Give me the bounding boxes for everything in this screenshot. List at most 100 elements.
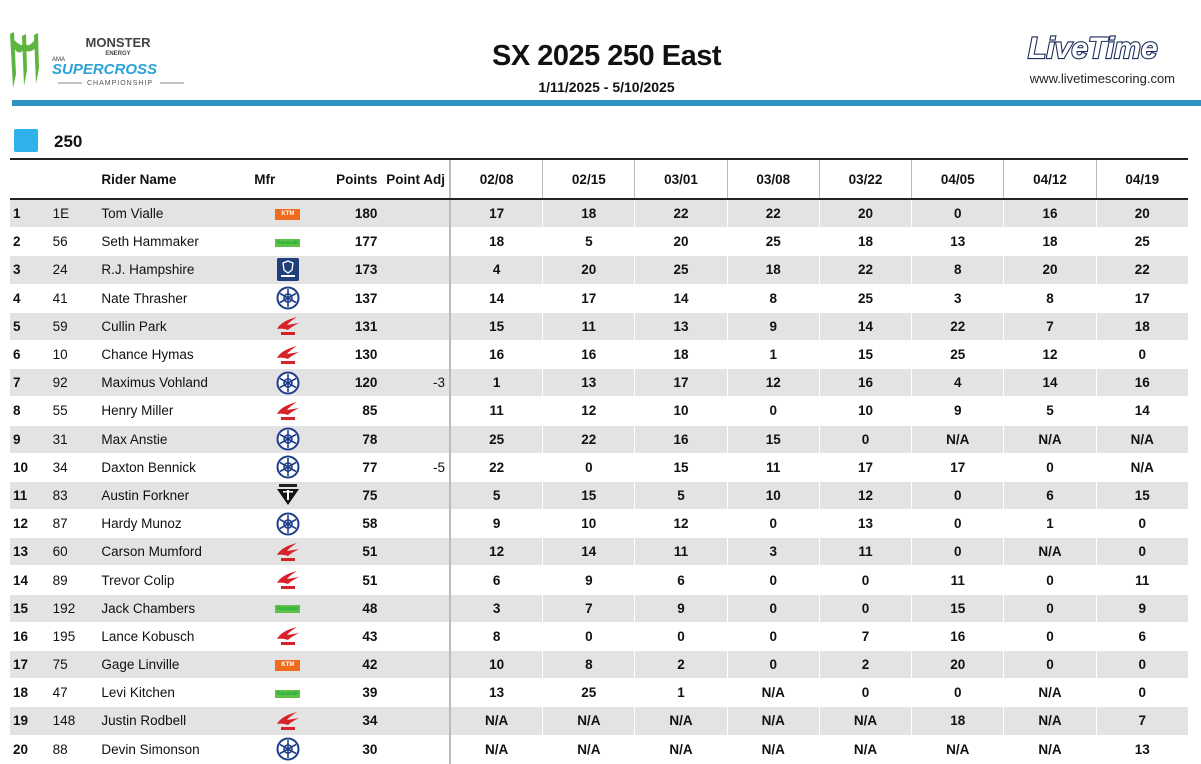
rider-name: Hardy Munoz: [101, 509, 253, 539]
race-result: N/A: [634, 706, 728, 736]
table-row: 3 24 R.J. Hampshire 173 4 20 25 18 22 8 20 22: [10, 255, 1188, 285]
race-result: 0: [911, 199, 1004, 229]
race-result: 12: [448, 537, 543, 567]
race-result: 25: [448, 425, 543, 454]
rider-name: Daxton Bennick: [101, 453, 253, 482]
race-result: 0: [818, 678, 912, 708]
rider-points: 34: [323, 706, 378, 736]
race-result: 14: [818, 312, 912, 341]
point-adjustment: [377, 537, 450, 567]
svg-text:LiveTime: LiveTime: [1028, 32, 1158, 64]
race-result: 9: [634, 594, 728, 623]
race-result: 20: [1003, 255, 1097, 285]
race-result: 14: [448, 284, 543, 313]
rider-points: 42: [323, 650, 378, 680]
rider-points: 77: [323, 453, 378, 482]
point-adjustment: [377, 706, 450, 736]
rider-points: 43: [323, 622, 378, 652]
table-row: 16 195 Lance Kobusch 43 8 0 0 0 7 16 0 6: [10, 622, 1188, 652]
rider-name: Lance Kobusch: [101, 622, 253, 652]
race-result: 5: [1003, 396, 1097, 426]
race-result: N/A: [726, 706, 820, 736]
race-result: 10: [634, 396, 728, 426]
race-result: 8: [542, 650, 635, 680]
manufacturer-cell: Kawasaki: [252, 227, 324, 257]
table-row: 13 60 Carson Mumford 51 12 14 11 3 11 0 N/A 0: [10, 537, 1188, 567]
race-result: 12: [1003, 340, 1097, 370]
race-result: 11: [542, 312, 635, 341]
race-result: 12: [818, 481, 912, 511]
rider-name: Justin Rodbell: [101, 706, 253, 736]
race-result: 25: [542, 678, 635, 708]
table-row: 8 55 Henry Miller 85 11 12 10 0 10 9 5 14: [10, 396, 1188, 426]
rider-points: 130: [323, 340, 378, 370]
rider-name: Austin Forkner: [101, 481, 253, 511]
point-adjustment: [377, 312, 450, 341]
race-result: 0: [911, 537, 1004, 567]
honda-wing-icon: [276, 571, 299, 590]
rider-number: 195: [52, 622, 102, 652]
table-header-row: Rider Name Mfr Points Point Adj 02/08 02…: [10, 158, 1188, 200]
race-result: 18: [726, 255, 820, 285]
rider-number: 87: [52, 509, 102, 539]
race-result: 7: [818, 622, 912, 652]
race-result: 10: [726, 481, 820, 511]
rider-number: 88: [52, 735, 102, 764]
brand-championship: CHAMPIONSHIP: [87, 80, 153, 87]
race-result: 8: [1003, 284, 1097, 313]
manufacturer-cell: [252, 509, 324, 539]
race-result: 10: [818, 396, 912, 426]
rider-name: Devin Simonson: [101, 735, 253, 764]
point-adjustment: [377, 594, 450, 623]
class-label: 250: [54, 132, 83, 151]
race-result: N/A: [1095, 425, 1188, 454]
ktm-logo-icon: KTM: [275, 660, 301, 672]
rider-name: Tom Vialle: [101, 199, 253, 229]
race-result: 12: [726, 368, 820, 398]
yamaha-logo-icon: [276, 455, 300, 479]
yamaha-logo-icon: [276, 371, 300, 395]
rider-points: 180: [323, 199, 378, 229]
rider-position: 18: [10, 678, 53, 708]
table-row: 4 41 Nate Thrasher 137 14 17 14 8 25 3 8 17: [10, 284, 1188, 313]
race-result: 25: [634, 255, 728, 285]
rider-points: 75: [323, 481, 378, 511]
rider-name: R.J. Hampshire: [101, 255, 253, 285]
race-result: 18: [911, 706, 1004, 736]
point-adjustment: -3: [377, 368, 450, 398]
rider-number: 41: [52, 284, 102, 313]
race-result: 16: [542, 340, 635, 370]
race-result: 16: [1003, 199, 1097, 229]
race-result: N/A: [726, 678, 820, 708]
race-result: 1: [1003, 509, 1097, 539]
rider-number: 75: [52, 650, 102, 680]
race-result: 13: [448, 678, 543, 708]
rider-name: Henry Miller: [101, 396, 253, 426]
header-divider: [12, 100, 1201, 106]
race-result: 20: [1095, 199, 1188, 229]
rider-name: Cullin Park: [101, 312, 253, 341]
col-race: 02/08: [448, 158, 543, 200]
race-result: 7: [1003, 312, 1097, 341]
race-result: 0: [1003, 594, 1097, 623]
kawasaki-logo-icon: Kawasaki: [275, 238, 301, 247]
point-adjustment: [377, 284, 450, 313]
rider-position: 20: [10, 735, 53, 764]
race-result: 18: [1003, 227, 1097, 257]
rider-name: Gage Linville: [101, 650, 253, 680]
race-result: 11: [726, 453, 820, 482]
table-row: 17 75 Gage Linville KTM 42 10 8 2 0 2 20 0 0: [10, 650, 1188, 680]
race-result: 0: [818, 425, 912, 454]
race-result: N/A: [818, 735, 912, 764]
race-result: 0: [726, 650, 820, 680]
rider-position: 5: [10, 312, 53, 341]
race-result: 6: [448, 565, 543, 595]
col-points: Points: [323, 158, 378, 200]
race-result: 17: [911, 453, 1004, 482]
rider-points: 51: [323, 565, 378, 595]
kawasaki-logo-icon: Kawasaki: [275, 689, 301, 698]
col-point-adj: Point Adj: [377, 158, 450, 200]
honda-wing-icon: [276, 317, 299, 336]
rider-points: 39: [323, 678, 378, 708]
race-result: 25: [911, 340, 1004, 370]
